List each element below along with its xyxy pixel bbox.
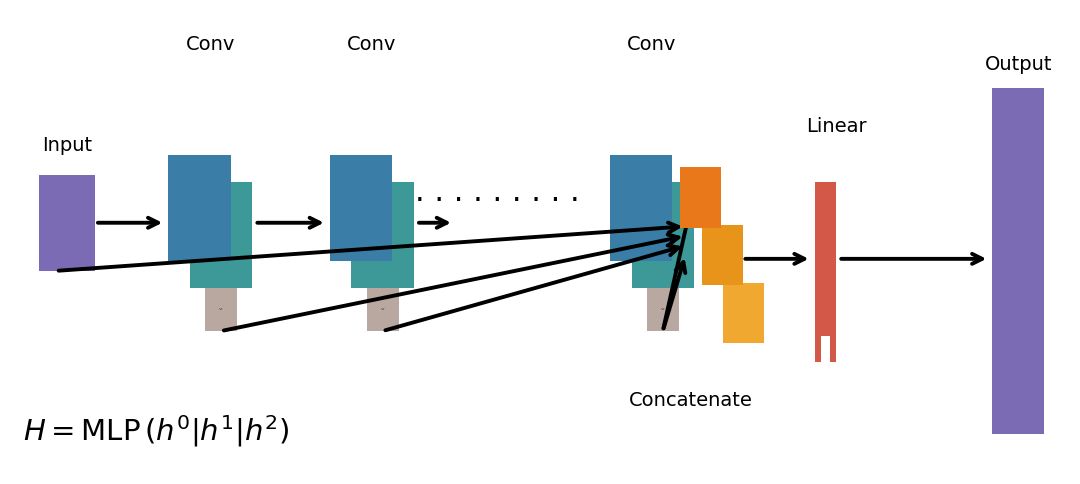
Bar xyxy=(702,225,743,285)
Text: Conv: Conv xyxy=(348,35,396,54)
Text: ˇ: ˇ xyxy=(380,309,386,318)
Bar xyxy=(205,287,238,331)
Text: Linear: Linear xyxy=(806,117,866,136)
Text: Conv: Conv xyxy=(627,35,677,54)
Bar xyxy=(993,88,1044,435)
Text: $H = \mathrm{MLP}\,(h^0|h^1|h^2)$: $H = \mathrm{MLP}\,(h^0|h^1|h^2)$ xyxy=(23,413,289,449)
Bar xyxy=(814,182,836,336)
Bar xyxy=(366,287,399,331)
Bar xyxy=(829,336,836,363)
Bar xyxy=(724,283,764,343)
Bar xyxy=(680,167,721,227)
Bar xyxy=(168,155,231,261)
Bar xyxy=(647,287,679,331)
Bar xyxy=(351,182,414,287)
Bar xyxy=(330,155,392,261)
Text: Concatenate: Concatenate xyxy=(629,391,753,410)
Text: Conv: Conv xyxy=(186,35,235,54)
Text: · · · · · · · · ·: · · · · · · · · · xyxy=(415,187,579,215)
Bar xyxy=(190,182,253,287)
Bar xyxy=(814,336,821,363)
Text: Output: Output xyxy=(985,55,1052,74)
Bar xyxy=(610,155,673,261)
Bar xyxy=(632,182,694,287)
Text: Input: Input xyxy=(42,136,92,155)
Text: ˇ: ˇ xyxy=(660,309,665,318)
Text: ˇ: ˇ xyxy=(218,309,224,318)
Bar xyxy=(39,175,95,271)
